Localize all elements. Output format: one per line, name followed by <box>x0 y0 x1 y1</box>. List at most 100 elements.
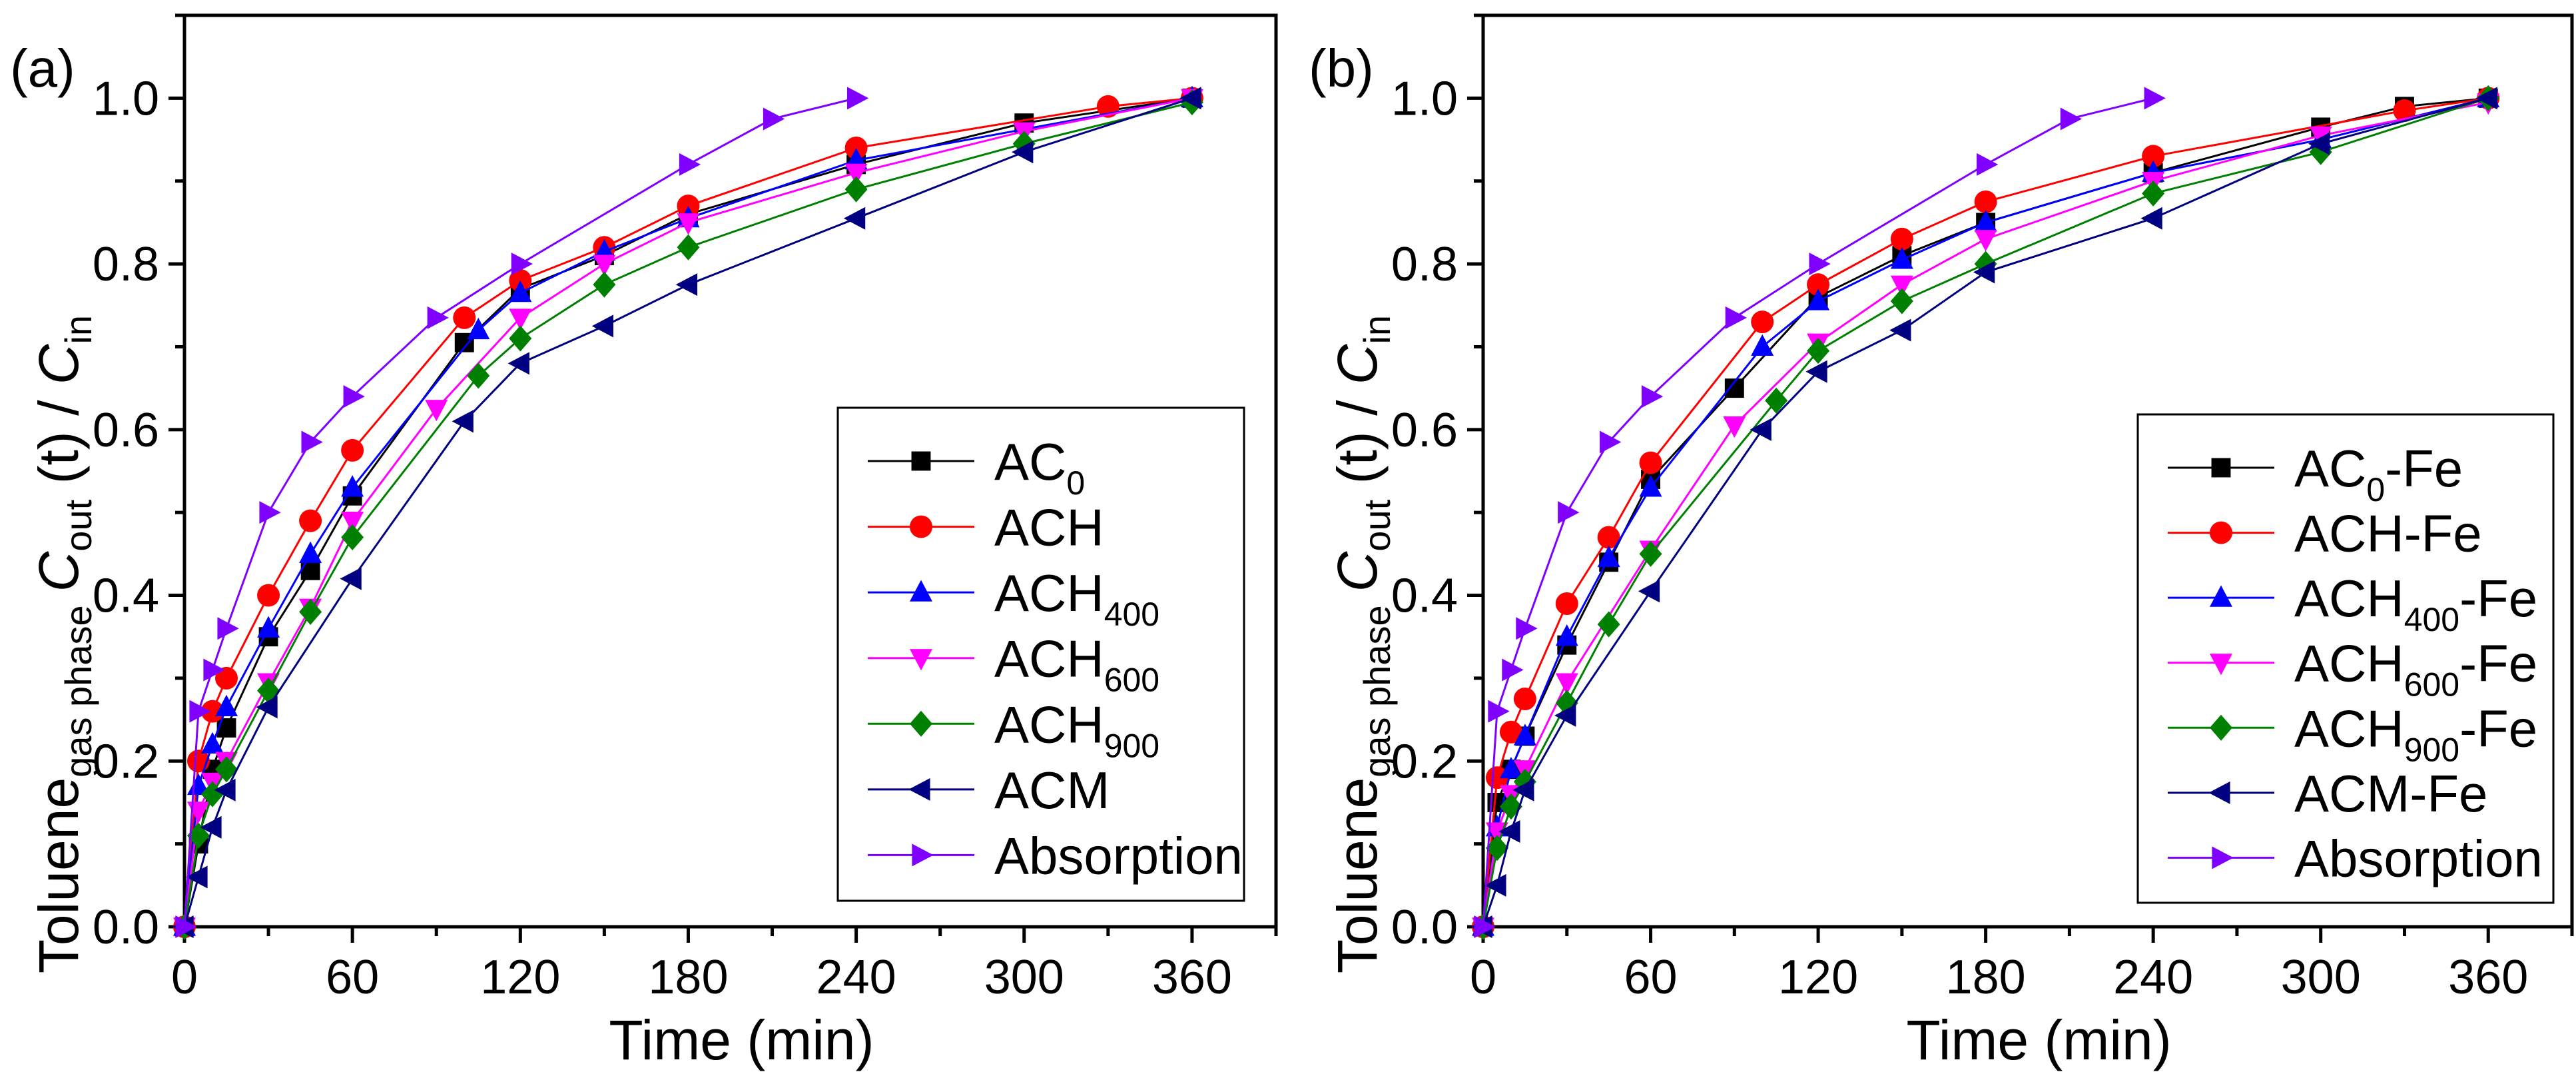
data-point <box>593 271 616 298</box>
data-point <box>1555 673 1578 695</box>
legend-label-base: ACH <box>994 498 1104 557</box>
data-point <box>215 694 238 717</box>
x-tick-label: 300 <box>984 951 1064 1004</box>
data-point <box>844 176 868 203</box>
legend-label: ACH900-Fe <box>2294 699 2537 768</box>
legend-marker <box>911 451 931 471</box>
legend-label-subscript: 900 <box>2404 731 2459 768</box>
data-point <box>1558 501 1580 524</box>
legend-label-base: ACH <box>2294 569 2404 628</box>
legend-label-base: ACH <box>2294 504 2404 563</box>
data-point <box>215 666 238 690</box>
data-point <box>1807 338 1830 364</box>
panel-label: (a) <box>10 39 75 98</box>
legend: AC0-FeACH-FeACH400-FeACH600-FeACH900-FeA… <box>2136 413 2555 904</box>
data-point <box>1485 835 1508 861</box>
x-tick-label: 180 <box>648 951 728 1004</box>
y-label-c-sub: out <box>57 499 99 551</box>
data-point <box>341 438 364 462</box>
data-point <box>507 352 529 375</box>
x-tick-label: 60 <box>1624 951 1677 1004</box>
legend-label-subscript: 400 <box>2404 601 2459 638</box>
legend-label-base: AC <box>2294 439 2366 498</box>
data-point <box>675 273 698 296</box>
y-tick-label: 0.2 <box>93 735 159 788</box>
data-point <box>509 280 532 302</box>
y-label-c2-sub: in <box>1356 315 1398 344</box>
legend-item: ACH <box>868 498 1104 557</box>
legend-box <box>836 406 1245 902</box>
data-point <box>203 658 225 682</box>
data-point <box>844 163 868 185</box>
data-point <box>2309 126 2332 149</box>
y-tick-label: 0.0 <box>93 901 159 954</box>
x-tick-label: 120 <box>1778 951 1858 1004</box>
legend-marker <box>2212 846 2234 869</box>
data-point <box>257 584 280 607</box>
legend-item: ACH400-Fe <box>2168 569 2537 638</box>
legend-label: ACH400 <box>994 564 1159 633</box>
legend-label-base: ACM <box>2294 764 2410 823</box>
legend-label: AC0-Fe <box>2294 439 2463 508</box>
data-point <box>1499 757 1522 779</box>
plot-frame <box>182 13 1278 929</box>
data-point <box>427 306 449 329</box>
x-tick-label: 240 <box>816 951 896 1004</box>
legend-label-base: ACH <box>994 564 1104 622</box>
data-point <box>214 778 236 802</box>
data-point <box>1890 288 1913 314</box>
legend-label: ACH900 <box>994 695 1159 764</box>
legend-marker <box>2210 585 2232 607</box>
y-label-main-sub: gas phase <box>1356 605 1398 777</box>
legend-label-subscript: 0 <box>2366 471 2385 508</box>
series-line <box>1482 97 2154 927</box>
data-point <box>340 567 362 590</box>
legend-item: ACH600-Fe <box>2168 634 2537 704</box>
data-point <box>593 255 616 276</box>
data-point <box>1516 617 1538 640</box>
data-point <box>1498 819 1520 843</box>
x-axis-label: Time (min) <box>1907 1009 2172 1071</box>
legend-item: ACH900-Fe <box>2168 699 2537 768</box>
data-point <box>217 617 239 640</box>
data-point <box>1807 273 1830 296</box>
data-point <box>341 524 364 551</box>
series-absorption <box>1474 87 2166 938</box>
data-point <box>1765 387 1788 414</box>
legend-label: ACH600-Fe <box>2294 634 2537 704</box>
legend-item: ACH-Fe <box>2168 504 2482 563</box>
data-point <box>1974 230 1997 252</box>
data-point <box>467 362 490 389</box>
legend-marker <box>2210 654 2232 676</box>
data-point <box>1597 526 1620 549</box>
y-label-c2: C <box>1326 343 1389 384</box>
data-point <box>677 213 700 235</box>
chart-panel-a: 0 60 120 180 240 300 360 0.0 0.2 0.4 0.6 0.8 1.0 Time… <box>10 13 1278 1071</box>
data-point <box>259 501 281 524</box>
data-point <box>467 317 490 340</box>
legend-item: ACH900 <box>868 695 1159 764</box>
y-label-c2-sub: in <box>57 315 99 344</box>
data-point <box>341 475 364 497</box>
data-point <box>511 253 533 276</box>
y-label-t: (t) / <box>1326 384 1389 500</box>
legend-marker <box>2210 714 2232 741</box>
legend-marker <box>910 515 932 538</box>
legend-marker <box>912 843 934 867</box>
legend-label-base: ACH <box>994 695 1104 754</box>
legend-item: AC0-Fe <box>2168 439 2463 508</box>
data-point <box>1889 318 1911 342</box>
y-label-c: C <box>1326 550 1389 592</box>
y-label-c2: C <box>27 343 90 384</box>
data-point <box>189 700 211 723</box>
data-point <box>256 696 278 719</box>
data-point <box>1488 700 1510 723</box>
legend-label-suffix: -Fe <box>2385 439 2463 498</box>
y-axis-label: Toluenegas phase Cout (t) / Cin <box>1326 315 1398 973</box>
data-point <box>300 560 320 580</box>
data-point <box>1974 210 1997 232</box>
data-point <box>175 915 197 938</box>
legend-label: ACH <box>994 498 1104 557</box>
data-point <box>2142 145 2165 168</box>
